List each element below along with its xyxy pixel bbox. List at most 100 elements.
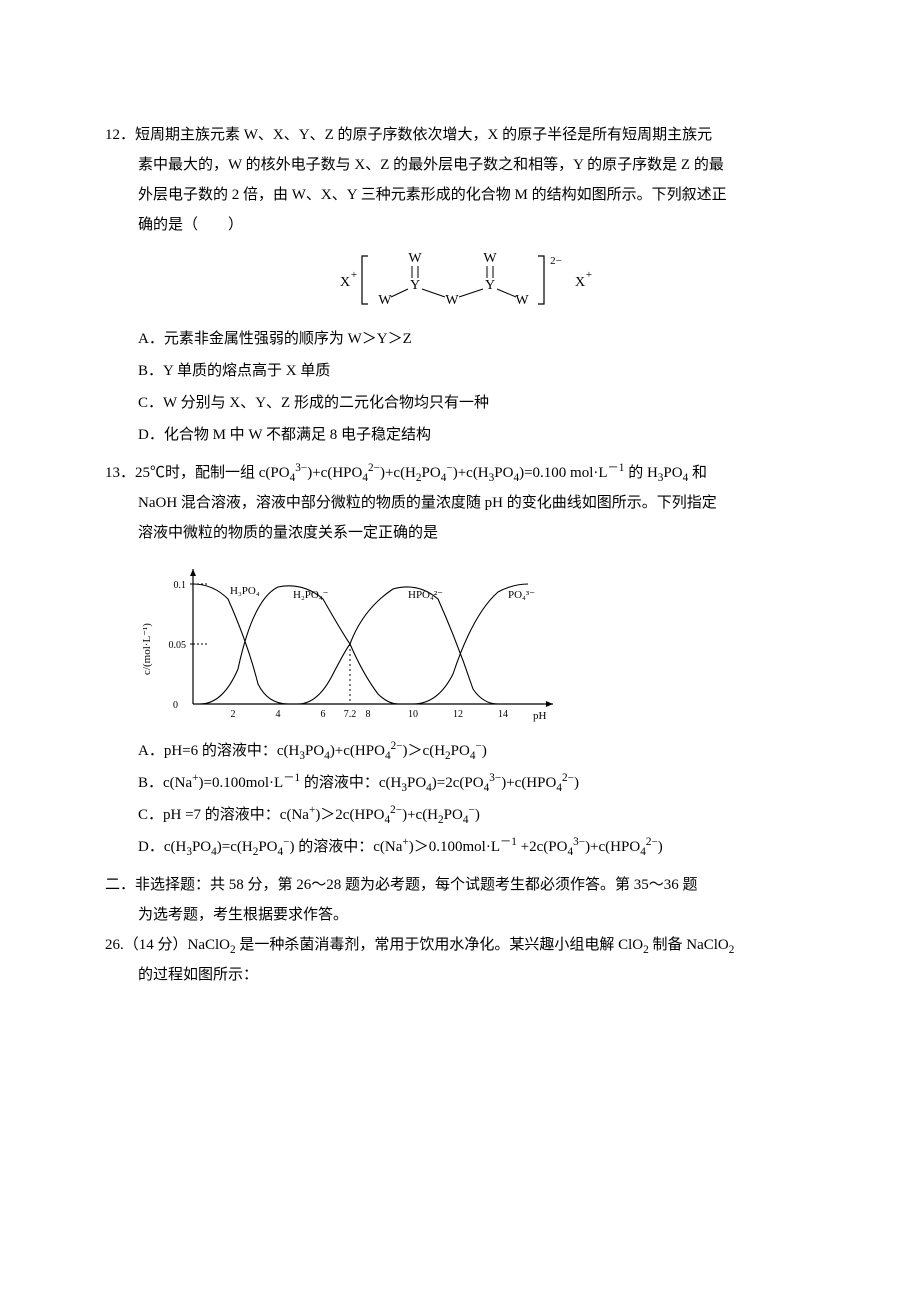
oA1: A．pH=6 的溶液中：c(H bbox=[138, 743, 299, 759]
q26-line2: 的过程如图所示： bbox=[105, 960, 815, 990]
section-2-heading-line2: 为选考题，考生根据要求作答。 bbox=[105, 900, 815, 930]
oA2: )+c(HPO bbox=[330, 743, 385, 759]
curve-hpo4 bbox=[298, 587, 498, 704]
q26-b: 是一种杀菌消毒剂，常用于饮用水净化。某兴趣小组电解 ClO bbox=[236, 937, 644, 953]
oA4: ) bbox=[482, 743, 487, 759]
y-arrow bbox=[190, 569, 196, 576]
ytick-2: 0.1 bbox=[174, 580, 187, 591]
q12-num: 12． bbox=[105, 127, 135, 143]
q12-optC: C．W 分别与 X、Y、Z 形成的二元化合物均只有一种 bbox=[105, 388, 815, 418]
y-axis-label: c/(mol·L⁻¹) bbox=[141, 623, 153, 675]
struct-left-plus: + bbox=[351, 269, 357, 281]
oB1: B．c(Na bbox=[138, 775, 192, 791]
oB6: ) bbox=[574, 775, 579, 791]
q13-po4c: PO bbox=[663, 465, 682, 481]
left-bracket bbox=[362, 256, 368, 304]
q13-s1e: )=0.100 mol·L bbox=[519, 465, 607, 481]
ytick-1: 0.05 bbox=[169, 640, 187, 651]
struct-W2-top: W bbox=[483, 251, 497, 266]
q26-s2c: 2 bbox=[729, 944, 735, 956]
x-axis-label: pH bbox=[533, 710, 547, 722]
compound-structure-diagram: X + 2− X + Y W W W Y W bbox=[310, 244, 610, 314]
curve-h3po4 bbox=[193, 584, 288, 704]
oC4: ) bbox=[475, 807, 480, 823]
question-13: 13．25℃时，配制一组 c(PO43−)+c(HPO42−)+c(H2PO4−… bbox=[105, 458, 815, 862]
q26-line1: 26.（14 分）NaClO 2 是一种杀菌消毒剂，常用于饮用水净化。某兴趣小组电… bbox=[105, 930, 815, 960]
q13-s1g: 和 bbox=[688, 465, 707, 481]
label-hpo4: HPO₄²⁻ bbox=[408, 589, 443, 601]
oB5: )+c(HPO bbox=[501, 775, 556, 791]
label-h2po4: H₂PO₄⁻ bbox=[293, 589, 329, 601]
sup3n-a: 3− bbox=[295, 462, 307, 474]
oD2: )=c(H bbox=[217, 839, 253, 855]
oB-3n: 3− bbox=[489, 772, 501, 784]
x-ticks: 2 4 6 7.2 8 10 12 14 bbox=[231, 709, 509, 720]
q13-optA: A．pH=6 的溶液中：c(H3PO4)+c(HPO42−)＞c(H2PO4−) bbox=[105, 736, 815, 766]
oC-2n: 2− bbox=[390, 804, 402, 816]
oA3: )＞c(H bbox=[403, 743, 445, 759]
xt2: 2 bbox=[231, 709, 236, 720]
section-2-heading: 二．非选择题：共 58 分，第 26～28 题为必考题，每个试题考生都必须作答。… bbox=[105, 870, 815, 900]
q13-s1b: )+c(HPO bbox=[307, 465, 362, 481]
q13-stem-line2: NaOH 混合溶液，溶液中部分微粒的物质的量浓度随 pH 的变化曲线如图所示。下… bbox=[105, 488, 815, 518]
oC-po4: PO bbox=[444, 807, 463, 823]
xt14: 14 bbox=[498, 709, 508, 720]
q12-stem-line4: 确的是（ ） bbox=[105, 210, 815, 240]
oD5: +2c(PO bbox=[517, 839, 568, 855]
q12-optB: B．Y 单质的熔点高于 X 单质 bbox=[105, 356, 815, 386]
oD6: )+c(HPO bbox=[585, 839, 640, 855]
xt12: 12 bbox=[453, 709, 463, 720]
q12-optD: D．化合物 M 中 W 不都满足 8 电子稳定结构 bbox=[105, 420, 815, 450]
question-12: 12．短周期主族元素 W、X、Y、Z 的原子序数依次增大，X 的原子半径是所有短… bbox=[105, 120, 815, 450]
struct-Y2: Y bbox=[485, 278, 495, 293]
oA-2n: 2− bbox=[391, 740, 403, 752]
q12-optA: A．元素非金属性强弱的顺序为 W＞Y＞Z bbox=[105, 324, 815, 354]
struct-left-X: X bbox=[340, 275, 350, 290]
q13-s1f: 的 H bbox=[624, 465, 657, 481]
q13-s1d: )+c(H bbox=[453, 465, 489, 481]
oD4: )＞0.100mol·L bbox=[409, 839, 500, 855]
q13-stem-line1: 13．25℃时，配制一组 c(PO43−)+c(HPO42−)+c(H2PO4−… bbox=[105, 458, 815, 488]
q13-s1c: )+c(H bbox=[380, 465, 416, 481]
q12-stem1-text: 短周期主族元素 W、X、Y、Z 的原子序数依次增大，X 的原子半径是所有短周期主… bbox=[135, 127, 712, 143]
oB4: )=2c(PO bbox=[432, 775, 484, 791]
oD-3n: 3− bbox=[573, 836, 585, 848]
struct-W2-right: W bbox=[515, 293, 529, 308]
sec2-l1: 二．非选择题：共 58 分，第 26～28 题为必考题，每个试题考生都必须作答。… bbox=[105, 877, 698, 893]
oB2: )=0.100mol·L bbox=[199, 775, 284, 791]
bond-2l bbox=[459, 289, 483, 297]
q13-stem-line3: 溶液中微粒的物质的量浓度关系一定正确的是 bbox=[105, 518, 815, 548]
struct-W1-left: W bbox=[378, 293, 392, 308]
struct-Y1: Y bbox=[410, 278, 420, 293]
xt6: 6 bbox=[321, 709, 326, 720]
oD1: D．c(H bbox=[138, 839, 186, 855]
oA-po4b: PO bbox=[451, 743, 470, 759]
right-bracket bbox=[538, 256, 544, 304]
label-po4: PO₄³⁻ bbox=[508, 589, 535, 601]
q12-stem-line1: 12．短周期主族元素 W、X、Y、Z 的原子序数依次增大，X 的原子半径是所有短… bbox=[105, 120, 815, 150]
question-26: 26.（14 分）NaClO 2 是一种杀菌消毒剂，常用于饮用水净化。某兴趣小组电… bbox=[105, 930, 815, 990]
bond-2r bbox=[497, 289, 516, 297]
oC2: )＞2c(HPO bbox=[315, 807, 384, 823]
x-arrow bbox=[546, 701, 553, 707]
struct-right-plus: + bbox=[586, 269, 592, 281]
q13-s1a: 25℃时，配制一组 c(PO bbox=[135, 465, 290, 481]
oD3: ) 的溶液中：c(Na bbox=[290, 839, 403, 855]
q13-optC: C．pH =7 的溶液中：c(Na+)＞2c(HPO42−)+c(H2PO4−) bbox=[105, 800, 815, 830]
xt4: 4 bbox=[276, 709, 281, 720]
xt10: 10 bbox=[408, 709, 418, 720]
q13-po4a: PO bbox=[422, 465, 441, 481]
xt72: 7.2 bbox=[344, 709, 357, 720]
oD-po4a: PO bbox=[192, 839, 211, 855]
oB-2n: 2− bbox=[562, 772, 574, 784]
oD7: ) bbox=[658, 839, 663, 855]
sup2n-a: 2− bbox=[368, 462, 380, 474]
ytick-0: 0 bbox=[173, 700, 178, 711]
oB-n1: －1 bbox=[283, 772, 300, 784]
q26-a: 26.（14 分）NaClO bbox=[105, 937, 230, 953]
curve-po4 bbox=[413, 584, 528, 704]
oC3: )+c(H bbox=[402, 807, 438, 823]
label-h3po4: H₃PO₄ bbox=[230, 585, 260, 597]
bracket-charge: 2− bbox=[550, 255, 562, 267]
struct-W-bridge: W bbox=[445, 293, 459, 308]
